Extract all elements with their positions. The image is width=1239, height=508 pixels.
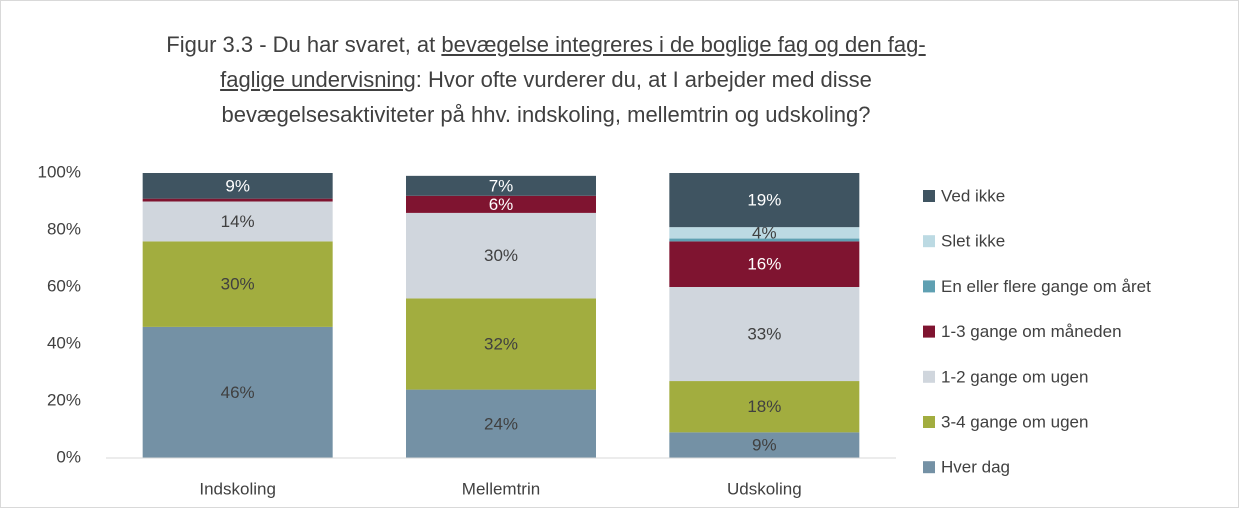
- title-underlined: bevægelse integreres i de boglige fag og…: [220, 32, 926, 92]
- bar-segment: [406, 175, 596, 196]
- y-tick-label: 20%: [47, 390, 81, 409]
- bar-segment: [669, 241, 860, 287]
- y-tick-label: 0%: [56, 447, 81, 466]
- y-tick-label: 40%: [47, 333, 81, 352]
- bar-segment: [406, 212, 596, 299]
- y-tick-label: 80%: [47, 219, 81, 238]
- data-label: 30%: [484, 246, 518, 265]
- y-tick-label: 60%: [47, 276, 81, 295]
- bar-segment: [142, 173, 333, 199]
- title-part: : Hvor ofte vurderer du, at I arbejder m…: [221, 67, 872, 127]
- bar-segment: [406, 389, 596, 458]
- legend-label: 3-4 gange om ugen: [941, 412, 1088, 431]
- x-tick-label: Mellemtrin: [462, 479, 540, 498]
- legend-swatch: [923, 190, 935, 202]
- chart-title: Figur 3.3 - Du har svaret, at bevægelse …: [151, 27, 941, 132]
- legend-label: Slet ikke: [941, 232, 1005, 251]
- legend-swatch: [923, 416, 935, 428]
- bar-segment: [142, 201, 333, 242]
- legend-label: En eller flere gange om året: [941, 277, 1151, 296]
- data-label: 6%: [489, 195, 514, 214]
- bar-segment: [142, 198, 333, 202]
- bar-segment: [669, 381, 860, 433]
- legend-swatch: [923, 325, 935, 338]
- bar-segment: [142, 326, 333, 458]
- data-label: 9%: [225, 176, 250, 195]
- data-label: 30%: [221, 275, 255, 294]
- data-label: 16%: [747, 255, 781, 274]
- legend-swatch: [923, 235, 935, 248]
- data-label: 7%: [489, 176, 514, 195]
- bar-segment: [669, 227, 860, 239]
- data-label: 9%: [752, 436, 777, 455]
- legend-label: Hver dag: [941, 458, 1010, 477]
- legend-label: Ved ikke: [941, 186, 1005, 205]
- title-part: Figur 3.3 - Du har svaret, at: [166, 32, 442, 57]
- legend-swatch: [923, 370, 935, 383]
- data-label: 46%: [221, 383, 255, 402]
- y-tick-label: 100%: [38, 162, 81, 181]
- bar-segment: [669, 287, 860, 382]
- data-label: 24%: [484, 414, 518, 433]
- bar-segment: [669, 432, 860, 458]
- x-tick-label: Udskoling: [727, 479, 802, 498]
- data-label: 14%: [221, 212, 255, 231]
- legend-label: 1-3 gange om måneden: [941, 322, 1122, 341]
- legend-label: 1-2 gange om ugen: [941, 367, 1088, 386]
- bar-segment: [669, 173, 860, 228]
- data-label: 18%: [747, 397, 781, 416]
- legend-swatch: [923, 280, 935, 293]
- bar-segment: [142, 241, 333, 327]
- legend-swatch: [923, 461, 935, 474]
- bar-segment: [406, 298, 596, 390]
- data-label: 4%: [752, 223, 777, 242]
- data-label: 33%: [747, 325, 781, 344]
- x-tick-label: Indskoling: [199, 479, 276, 498]
- bar-segment: [406, 195, 596, 213]
- bar-segment: [669, 238, 860, 242]
- data-label: 19%: [747, 191, 781, 210]
- data-label: 32%: [484, 334, 518, 353]
